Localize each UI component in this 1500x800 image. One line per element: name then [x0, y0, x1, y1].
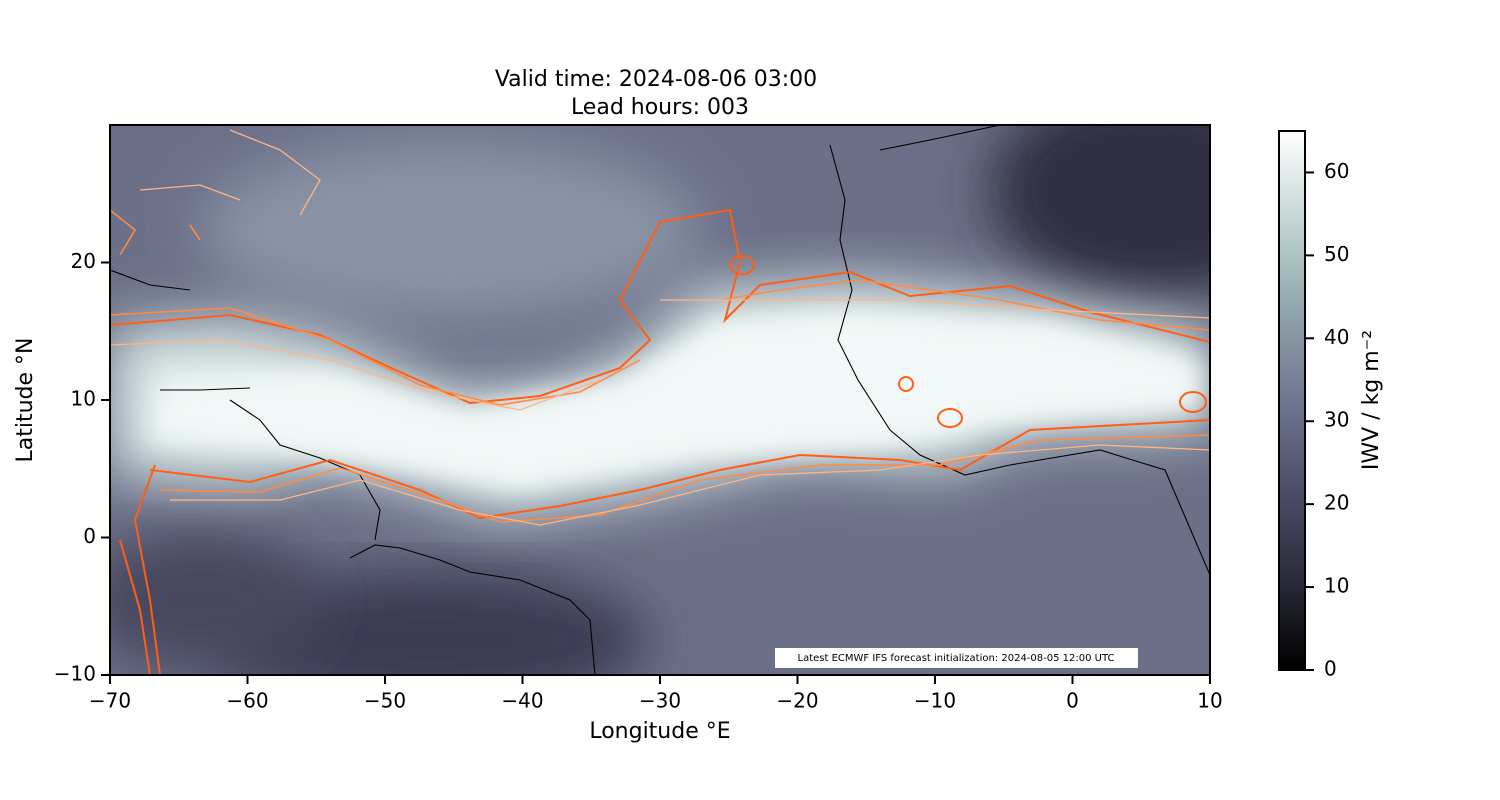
colorbar-tick-label: 20 [1324, 491, 1349, 515]
annotation-box [775, 648, 1138, 668]
x-tick-label: −10 [914, 689, 956, 713]
y-tick-label: −10 [54, 662, 96, 686]
x-tick-label: 0 [1066, 689, 1079, 713]
iwv-field [110, 125, 1210, 675]
x-tick-label: −30 [639, 689, 681, 713]
title-line: Lead hours: 003 [571, 95, 749, 120]
colorbar-tick-label: 30 [1324, 408, 1349, 432]
y-tick-label: 10 [71, 387, 96, 411]
colorbar-tick-label: 40 [1324, 325, 1349, 349]
colorbar-tick-label: 10 [1324, 574, 1349, 598]
y-tick-label: 0 [83, 524, 96, 548]
x-tick-label: 10 [1197, 689, 1222, 713]
colorbar-label: IWV / kg m⁻² [1359, 330, 1384, 470]
x-tick-label: −50 [364, 689, 406, 713]
x-tick-label: −70 [89, 689, 131, 713]
title-line: Valid time: 2024-08-06 03:00 [495, 67, 817, 92]
colorbar-tick-label: 0 [1324, 657, 1337, 681]
colorbar [1278, 130, 1306, 671]
x-tick-label: −60 [226, 689, 268, 713]
y-tick-label: 20 [71, 249, 96, 273]
x-tick-label: −40 [501, 689, 543, 713]
colorbar-tick-label: 50 [1324, 242, 1349, 266]
x-axis-label: Longitude °E [589, 719, 730, 744]
annotation: Latest ECMWF IFS forecast initialization… [798, 653, 1115, 664]
x-tick-label: −20 [776, 689, 818, 713]
colorbar-tick-label: 60 [1324, 159, 1349, 183]
y-axis-label: Latitude °N [13, 338, 38, 463]
